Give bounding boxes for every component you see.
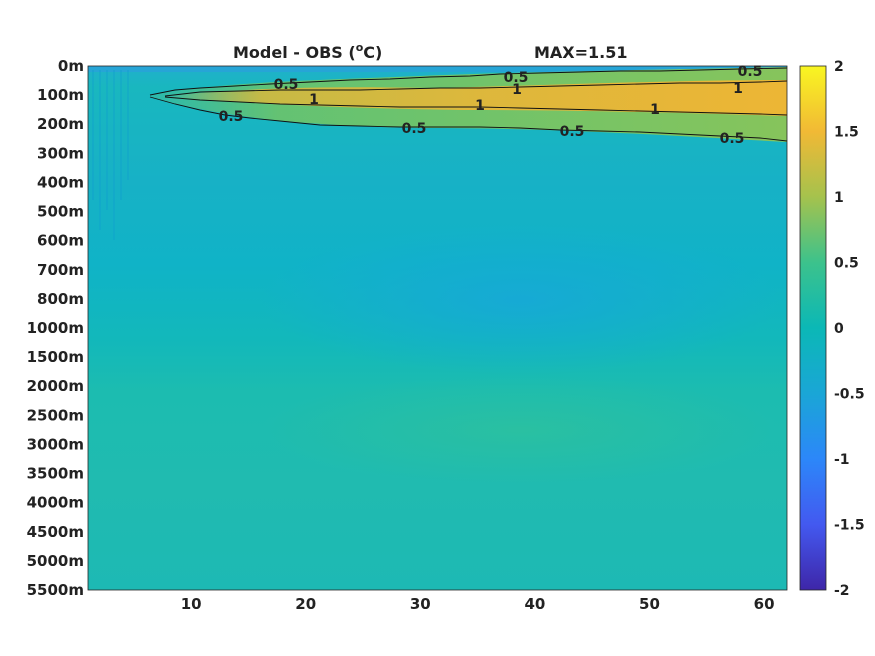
y-tick-label: 500m — [37, 203, 84, 221]
contour-label: 0.5 — [219, 109, 244, 125]
contour-1-lower — [164, 96, 787, 116]
colorbar-tick-label: -1 — [834, 452, 850, 468]
contour-label: 0.5 — [402, 121, 427, 137]
contour-1-upper — [164, 80, 787, 97]
plot-frame — [87, 65, 788, 591]
contour-0.5-upper — [149, 67, 787, 96]
heatmap-warm-band-core — [170, 80, 787, 116]
contour-label: 1 — [475, 98, 485, 114]
y-tick-label: 2500m — [27, 406, 84, 424]
chart-title-main: Model - OBS ( — [233, 43, 356, 62]
y-tick-label: 4500m — [27, 523, 84, 541]
x-tick-label: 10 — [181, 595, 202, 613]
heatmap-cold-core — [260, 225, 780, 375]
heatmap-left-streaks — [92, 70, 129, 240]
x-tick-label: 20 — [295, 595, 316, 613]
colorbar-tick-label: -1.5 — [834, 518, 865, 534]
contour-label: 0.5 — [560, 124, 585, 140]
contour-0.5-lower — [149, 96, 787, 142]
y-tick-label: 200m — [37, 115, 84, 133]
y-tick-label: 4000m — [27, 494, 84, 512]
max-label: MAX=1.51 — [534, 43, 628, 62]
y-tick-label: 5500m — [27, 581, 84, 599]
contour-label: 0.5 — [738, 64, 763, 80]
y-tick-label: 1500m — [27, 348, 84, 366]
chart-title-superscript: o — [356, 41, 364, 54]
colorbar-tick-label: 2 — [834, 59, 844, 75]
contour-label: 1 — [309, 92, 319, 108]
y-tick-label: 2000m — [27, 377, 84, 395]
contour-lines — [149, 67, 787, 142]
contour-label: 1 — [733, 81, 743, 97]
y-tick-label: 300m — [37, 144, 84, 162]
contour-labels: 0.5 0.5 0.5 0.5 0.5 0.5 0.5 1 1 1 1 1 — [219, 64, 763, 147]
x-tick-label: 50 — [639, 595, 660, 613]
colorbar-tick-label: 1.5 — [834, 125, 859, 141]
contour-label: 1 — [650, 102, 660, 118]
contour-label: 1 — [512, 82, 522, 98]
y-tick-label: 5000m — [27, 552, 84, 570]
heatmap-field — [88, 66, 787, 590]
contour-label: 0.5 — [504, 70, 529, 86]
colorbar — [799, 65, 827, 591]
y-tick-label: 1000m — [27, 319, 84, 337]
y-tick-label: 600m — [37, 232, 84, 250]
colorbar-tick-label: -0.5 — [834, 387, 865, 403]
contour-label: 0.5 — [274, 77, 299, 93]
y-axis-tick-labels: 0m 100m 200m 300m 400m 500m 600m 700m 800m 1000m 1… — [27, 57, 84, 599]
colorbar-tick-label: 1 — [834, 190, 844, 206]
heatmap-deep-warm-patch — [260, 375, 780, 485]
x-axis-tick-labels: 10 20 30 40 50 60 — [181, 595, 775, 613]
heatmap-surface-cold-strip — [88, 66, 787, 72]
chart-title-unit: C) — [363, 43, 382, 62]
colorbar-tick-label: -2 — [834, 583, 850, 599]
chart-title: Model - OBS (oC) — [233, 41, 382, 62]
x-tick-label: 40 — [524, 595, 545, 613]
y-tick-label: 3500m — [27, 465, 84, 483]
y-tick-label: 400m — [37, 173, 84, 191]
x-tick-label: 30 — [410, 595, 431, 613]
colorbar-tick-label: 0.5 — [834, 256, 859, 272]
colorbar-tick-label: 0 — [834, 321, 844, 337]
y-tick-label: 0m — [58, 57, 84, 75]
y-tick-label: 700m — [37, 261, 84, 279]
y-tick-label: 100m — [37, 86, 84, 104]
y-tick-label: 3000m — [27, 435, 84, 453]
y-tick-label: 800m — [37, 290, 84, 308]
x-tick-label: 60 — [754, 595, 775, 613]
contour-label: 0.5 — [720, 131, 745, 147]
colorbar-tick-labels: 2 1.5 1 0.5 0 -0.5 -1 -1.5 -2 — [834, 59, 865, 599]
